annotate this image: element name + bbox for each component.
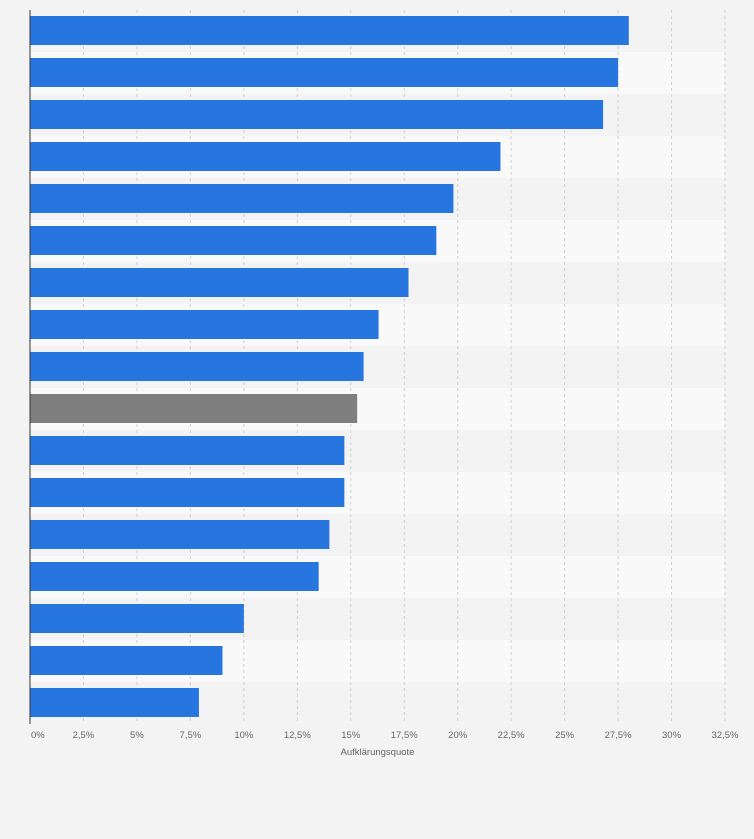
x-axis-title: Aufklärungsquote <box>341 747 415 758</box>
x-tick-label: 10% <box>234 730 254 741</box>
bar <box>30 16 629 45</box>
x-tick-label: 30% <box>662 730 682 741</box>
bar <box>30 226 437 255</box>
x-tick-label: 5% <box>130 730 144 741</box>
bar <box>30 646 223 675</box>
bar <box>30 478 345 507</box>
bar <box>30 520 330 549</box>
bar <box>30 184 454 213</box>
x-tick-label: 17,5% <box>391 730 418 741</box>
x-axis-ticks: 0% 2,5% 5% 7,5% 10% 12,5% 15% 17,5% 20% 22,5% 25% 2… <box>31 730 739 741</box>
bar <box>30 562 319 591</box>
bar <box>30 142 501 171</box>
x-tick-label: 2,5% <box>73 730 95 741</box>
bar <box>30 436 345 465</box>
bar <box>30 310 379 339</box>
x-tick-label: 0% <box>31 730 45 741</box>
bar <box>30 100 604 129</box>
x-tick-label: 32,5% <box>712 730 739 741</box>
bar <box>30 688 199 717</box>
x-tick-label: 27,5% <box>605 730 632 741</box>
bar <box>30 604 244 633</box>
x-tick-label: 15% <box>341 730 361 741</box>
x-tick-label: 12,5% <box>284 730 311 741</box>
x-tick-label: 25% <box>555 730 575 741</box>
bar <box>30 58 619 87</box>
bar <box>30 394 358 423</box>
x-tick-label: 20% <box>448 730 468 741</box>
x-tick-label: 22,5% <box>498 730 525 741</box>
bar <box>30 352 364 381</box>
x-tick-label: 7,5% <box>180 730 202 741</box>
bar <box>30 268 409 297</box>
bars <box>30 16 629 717</box>
